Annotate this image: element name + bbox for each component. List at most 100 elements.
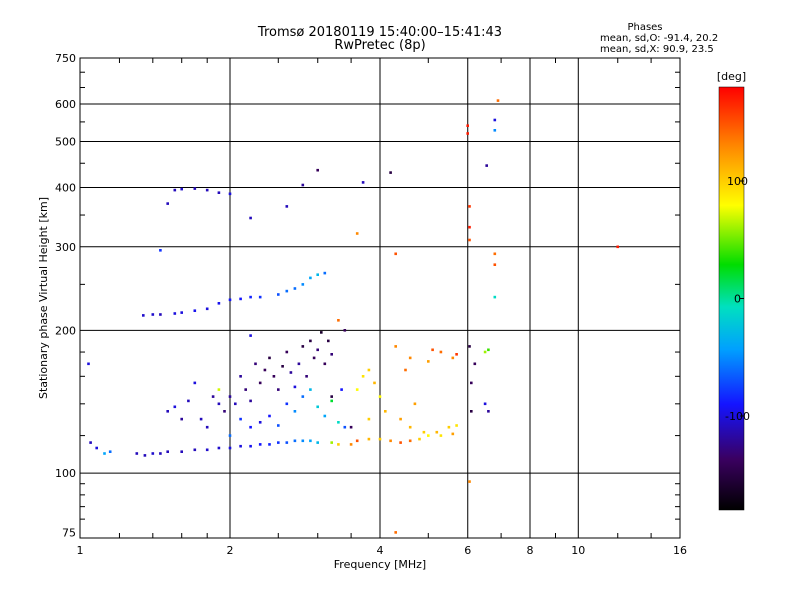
phase-info-o-line: mean, sd,O: -91.4, 20.2	[600, 33, 719, 44]
data-point	[355, 388, 359, 391]
data-point	[483, 402, 487, 406]
data-point	[297, 362, 301, 366]
data-point	[355, 232, 359, 235]
data-point	[159, 249, 162, 252]
data-point	[205, 307, 209, 311]
data-point	[193, 309, 197, 312]
data-point	[173, 405, 177, 409]
data-point	[330, 353, 333, 356]
data-point	[473, 362, 477, 366]
data-point	[268, 356, 271, 360]
x-tick-label: 4	[377, 544, 384, 557]
data-point	[439, 434, 443, 437]
data-point	[447, 425, 451, 429]
data-point	[293, 385, 297, 389]
data-point	[301, 345, 305, 348]
data-point	[435, 430, 439, 434]
data-point	[349, 425, 353, 429]
data-point	[327, 339, 330, 343]
data-point	[166, 202, 169, 205]
data-point	[337, 443, 340, 446]
data-point	[151, 452, 155, 455]
data-point	[309, 276, 312, 280]
data-point	[361, 375, 365, 378]
data-point	[159, 452, 162, 455]
data-point	[285, 205, 289, 208]
data-point	[151, 313, 155, 316]
data-point	[103, 452, 106, 455]
data-point	[258, 295, 262, 299]
colorbar-gradient	[718, 86, 745, 511]
data-point	[217, 191, 221, 194]
data-point	[493, 252, 497, 256]
data-point	[249, 444, 252, 448]
data-point	[378, 437, 382, 441]
data-point	[427, 360, 430, 363]
x-tick-label: 6	[464, 544, 471, 557]
data-point	[249, 425, 252, 429]
data-point	[217, 302, 221, 305]
data-point	[427, 434, 430, 437]
data-point	[239, 297, 242, 301]
data-point	[485, 164, 488, 167]
data-point	[293, 439, 297, 443]
data-point	[431, 348, 434, 352]
grid-layer	[80, 58, 680, 538]
data-point	[193, 187, 197, 190]
data-point	[205, 448, 209, 452]
data-point	[305, 375, 308, 378]
data-point	[408, 356, 412, 360]
data-point	[277, 293, 280, 296]
data-point	[493, 263, 497, 266]
data-point	[496, 99, 500, 102]
data-point	[249, 399, 252, 403]
data-point	[470, 410, 473, 413]
data-point	[143, 454, 147, 457]
x-tick-label: 16	[673, 544, 687, 557]
data-point	[378, 395, 382, 398]
data-point	[361, 181, 365, 184]
data-point	[159, 313, 162, 316]
chart-subtitle: RwPretec (8p)	[334, 38, 426, 53]
chart-title-block: Tromsø 20180119 15:40:00–15:41:43 RwPret…	[0, 26, 760, 52]
data-point	[277, 424, 280, 427]
data-point	[249, 216, 252, 220]
data-point	[394, 345, 397, 348]
data-point	[316, 405, 319, 409]
data-point	[493, 129, 497, 132]
data-point	[367, 437, 371, 441]
data-point	[408, 439, 412, 443]
data-point	[367, 417, 371, 421]
data-point	[254, 362, 257, 366]
data-point	[394, 252, 397, 256]
data-point	[309, 439, 312, 443]
phase-info-header: Phases	[627, 22, 663, 33]
data-point	[166, 410, 169, 413]
data-point	[258, 381, 262, 385]
data-point	[468, 205, 471, 208]
data-point	[87, 362, 90, 366]
x-tick-label: 1	[77, 544, 84, 557]
data-point	[173, 188, 177, 192]
data-point	[355, 439, 359, 443]
y-tick-label: 750	[55, 52, 76, 65]
data-point	[223, 410, 226, 413]
data-point	[394, 531, 397, 534]
y-tick-label: 600	[55, 98, 76, 111]
data-point	[483, 350, 487, 354]
data-point	[268, 414, 271, 418]
data-point	[493, 295, 497, 299]
data-point	[95, 446, 98, 450]
data-point	[389, 171, 392, 174]
data-point	[418, 437, 421, 441]
phase-info-x-line: mean, sd,X: 90.9, 23.5	[600, 44, 714, 55]
y-tick-label: 75	[62, 526, 76, 539]
data-point	[228, 446, 232, 450]
chart-title: Tromsø 20180119 15:40:00–15:41:43	[257, 25, 503, 40]
data-point	[258, 421, 262, 424]
data-point	[228, 298, 232, 302]
data-point	[293, 410, 297, 413]
data-point	[301, 183, 305, 187]
data-point	[316, 273, 319, 276]
